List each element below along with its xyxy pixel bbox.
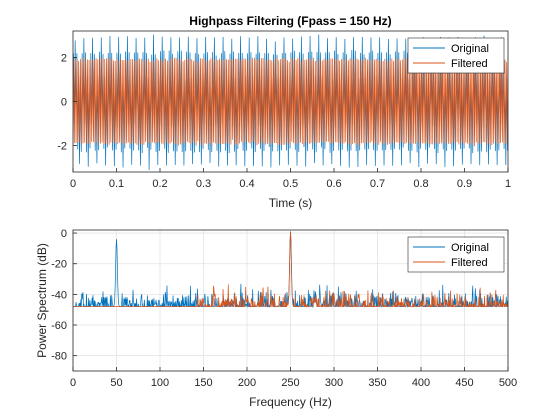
spectrum-series-lines xyxy=(73,231,508,308)
y-tick-label: -2 xyxy=(57,141,67,153)
x-tick-label: 0 xyxy=(70,377,76,389)
x-tick-label: 0.9 xyxy=(457,178,472,190)
x-tick-label: 400 xyxy=(412,377,430,389)
y-tick-label: 0 xyxy=(61,228,67,240)
spectrum-x-axis-label: Frequency (Hz) xyxy=(249,395,332,409)
spectrum-y-axis-label: Power Spectrum (dB) xyxy=(35,243,49,358)
x-tick-label: 150 xyxy=(194,377,212,389)
x-tick-label: 1 xyxy=(505,178,511,190)
time-axes: 0 0.1 0.2 0.3 0.4 0.5 0.6 0.7 0.8 0.9 1 -2 0 2 Highpa… xyxy=(57,14,511,210)
y-tick-label: -40 xyxy=(51,289,67,301)
x-tick-label: 450 xyxy=(455,377,473,389)
spectrum-legend: Original Filtered xyxy=(407,236,505,273)
x-tick-label: 0.7 xyxy=(370,178,385,190)
x-tick-label: 0.3 xyxy=(196,178,211,190)
x-tick-label: 350 xyxy=(368,377,386,389)
time-plot-title: Highpass Filtering (Fpass = 150 Hz) xyxy=(189,14,391,28)
time-legend-box xyxy=(407,37,505,74)
x-tick-label: 0.2 xyxy=(152,178,167,190)
x-tick-label: 0 xyxy=(70,178,76,190)
y-tick-label: 0 xyxy=(61,97,67,109)
spectrum-legend-original-label: Original xyxy=(451,242,489,254)
spectrum-axes-box xyxy=(72,229,509,372)
y-tick-label: -60 xyxy=(51,320,67,332)
x-tick-label: 50 xyxy=(110,377,122,389)
x-tick-label: 200 xyxy=(238,377,256,389)
x-tick-label: 0.4 xyxy=(239,178,254,190)
x-tick-label: 250 xyxy=(281,377,299,389)
x-tick-label: 500 xyxy=(499,377,517,389)
time-axis-ticks: 0 0.1 0.2 0.3 0.4 0.5 0.6 0.7 0.8 0.9 1 -2 0 2 xyxy=(57,52,511,190)
x-tick-label: 0.6 xyxy=(326,178,341,190)
x-tick-label: 300 xyxy=(325,377,343,389)
y-tick-label: -20 xyxy=(51,259,67,271)
x-tick-label: 0.1 xyxy=(109,178,124,190)
spectrum-legend-filtered-label: Filtered xyxy=(451,257,488,269)
time-legend: Original Filtered xyxy=(407,37,505,74)
time-legend-original-label: Original xyxy=(451,43,489,55)
spectrum-legend-box xyxy=(407,236,505,273)
y-tick-label: 2 xyxy=(61,52,67,64)
x-tick-label: 0.5 xyxy=(283,178,298,190)
time-legend-filtered-label: Filtered xyxy=(451,58,488,70)
spectrum-axis-ticks: 0 50 100 150 200 250 300 350 400 450 500 -80 -60 -40 -… xyxy=(51,228,517,389)
time-x-axis-label: Time (s) xyxy=(269,196,313,210)
filtered-spectrum-line xyxy=(73,231,508,308)
y-tick-label: -80 xyxy=(51,351,67,363)
x-tick-label: 0.8 xyxy=(413,178,428,190)
spectrum-axes: 0 50 100 150 200 250 300 350 400 450 500 -80 -60 -40 -… xyxy=(35,228,517,409)
time-axes-box xyxy=(72,30,509,173)
x-tick-label: 100 xyxy=(151,377,169,389)
